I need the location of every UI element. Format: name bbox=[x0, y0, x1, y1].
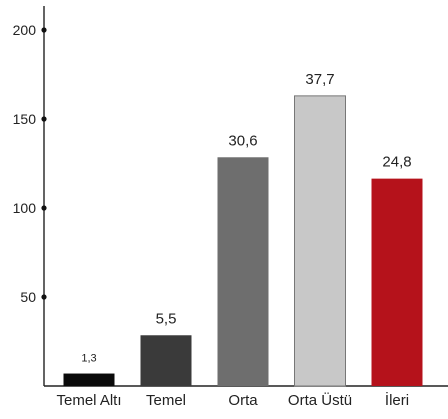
y-tick-label: 100 bbox=[13, 200, 37, 216]
bar bbox=[294, 95, 346, 387]
bar bbox=[140, 335, 192, 386]
y-tick-label: 50 bbox=[20, 289, 36, 305]
x-category-label: Temel bbox=[146, 392, 186, 409]
y-tick-mark bbox=[41, 205, 47, 211]
y-tick-mark bbox=[41, 294, 47, 300]
y-tick-label: 150 bbox=[13, 111, 37, 127]
bar bbox=[371, 178, 423, 386]
bar-value-label: 1,3 bbox=[81, 353, 96, 365]
bar bbox=[63, 373, 115, 386]
x-category-label: Temel Altı bbox=[56, 392, 121, 409]
x-category-label: Orta Üstü bbox=[288, 391, 352, 409]
y-tick-label: 200 bbox=[13, 22, 37, 38]
bar-value-label: 37,7 bbox=[305, 71, 334, 88]
x-category-label: İleri bbox=[385, 391, 409, 409]
y-tick-mark bbox=[41, 27, 47, 33]
bar bbox=[217, 157, 269, 386]
labels: 1,3 Temel Altı 5,5 Temel 30,6 Orta 37,7 Orta Üs… bbox=[56, 71, 411, 409]
bar-value-label: 30,6 bbox=[228, 132, 257, 149]
bars bbox=[63, 95, 423, 387]
bar-value-label: 5,5 bbox=[156, 310, 177, 327]
bar-value-label: 24,8 bbox=[382, 154, 411, 171]
y-tick-mark bbox=[41, 116, 47, 122]
x-category-label: Orta bbox=[228, 392, 258, 409]
